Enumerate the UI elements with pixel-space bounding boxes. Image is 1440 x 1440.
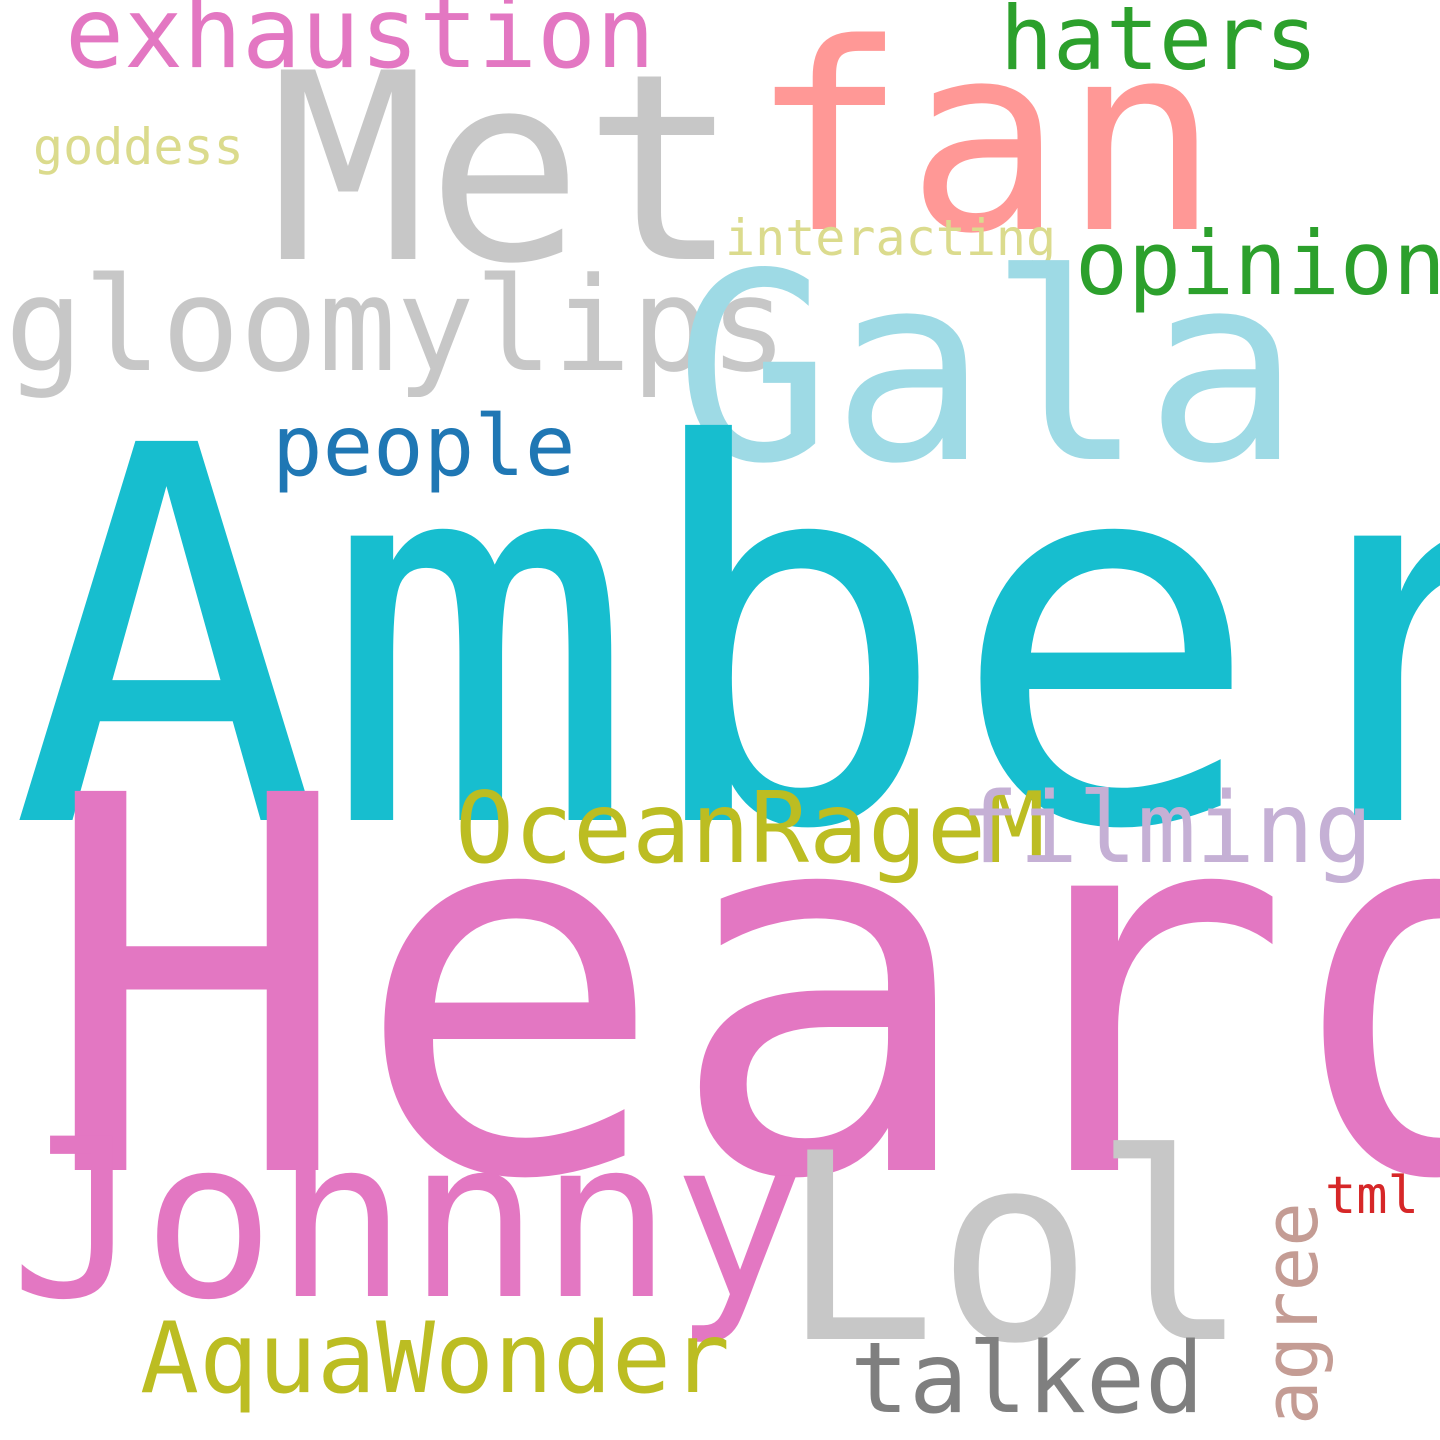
word-filming: filming bbox=[960, 772, 1374, 886]
word-tml: tml bbox=[1325, 1166, 1419, 1226]
word-oceanragem: OceanRageM bbox=[455, 772, 1046, 886]
word-met: Met bbox=[270, 19, 740, 321]
word-lol: Lol bbox=[780, 1099, 1250, 1401]
word-johnny: Johnny bbox=[10, 1092, 805, 1348]
word-exhaustion: exhaustion bbox=[65, 0, 656, 91]
word-opinion: opinion bbox=[1075, 212, 1440, 315]
word-amber: Amber bbox=[10, 337, 1440, 943]
word-heard: Heard bbox=[40, 687, 1440, 1293]
word-gala: Gala bbox=[675, 219, 1302, 521]
word-goddess: goddess bbox=[33, 118, 244, 176]
word-talked: talked bbox=[850, 1322, 1205, 1436]
word-aquawonder: AquaWonder bbox=[140, 1302, 731, 1416]
word-interacting: interacting bbox=[725, 209, 1057, 267]
word-agree: agree bbox=[1249, 1202, 1335, 1425]
word-people: people bbox=[272, 397, 576, 495]
word-fan: fan bbox=[750, 0, 1220, 291]
word-gloomylips: gloomylips bbox=[5, 249, 788, 401]
word-haters: haters bbox=[1000, 0, 1318, 90]
